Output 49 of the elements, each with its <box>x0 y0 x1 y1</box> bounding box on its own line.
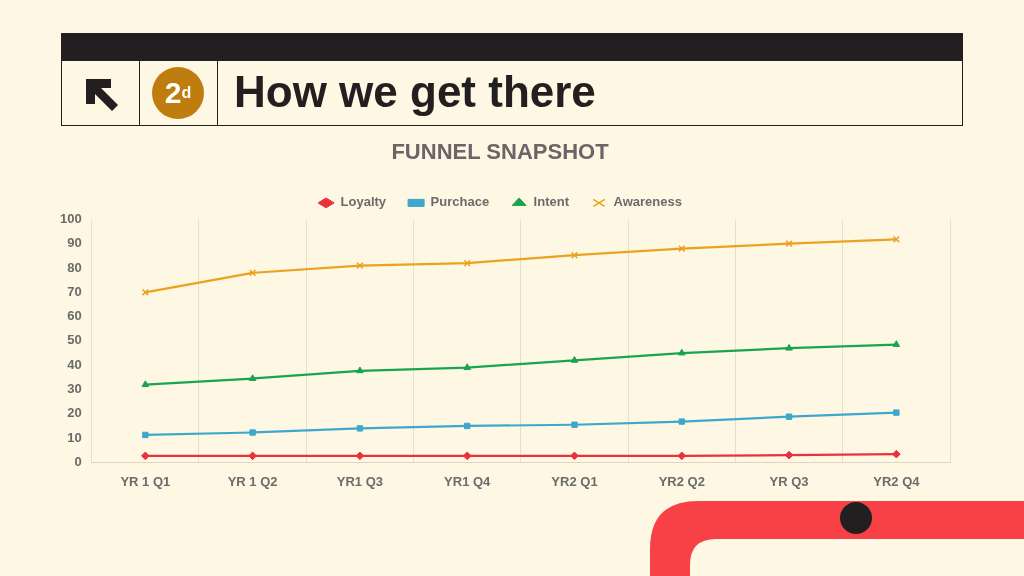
legend-label: Intent <box>533 194 570 210</box>
y-tick-label: 40 <box>67 356 82 372</box>
point <box>892 449 901 459</box>
y-tick-label: 50 <box>67 332 82 348</box>
point <box>356 425 364 432</box>
y-tick-label: 90 <box>67 235 82 251</box>
y-tick-label: 100 <box>59 210 82 226</box>
point <box>892 235 900 243</box>
point <box>141 288 149 296</box>
y-tick-label: 10 <box>67 429 82 445</box>
point <box>677 348 686 356</box>
text: How we get there <box>234 66 596 118</box>
x-tick-label: YR1 Q3 <box>336 473 384 489</box>
y-tick-label: 20 <box>67 405 82 421</box>
point <box>356 261 364 270</box>
point <box>785 343 793 351</box>
legend-label: Loyalty <box>340 194 387 210</box>
x-tick-label: YR 1 Q1 <box>120 473 171 489</box>
point <box>249 429 256 436</box>
y-tick-label: 70 <box>67 283 82 299</box>
point <box>570 451 579 461</box>
point <box>893 409 900 416</box>
y-tick-label: 80 <box>67 259 82 275</box>
point <box>785 413 793 420</box>
point <box>571 421 578 428</box>
legend-label: Purchace <box>430 194 490 210</box>
x-tick-label: YR2 Q4 <box>873 473 921 489</box>
point <box>141 451 150 461</box>
point <box>463 363 471 371</box>
point <box>248 374 257 381</box>
point <box>141 380 150 388</box>
x-tick-label: YR2 Q1 <box>551 473 598 489</box>
point <box>356 366 364 374</box>
point <box>678 418 685 425</box>
x-tick-label: YR 1 Q2 <box>227 473 278 489</box>
x-tick-label: YR2 Q2 <box>658 473 705 489</box>
chart-title: FUNNEL SNAPSHOT <box>391 139 610 165</box>
x-tick-label: YR1 Q4 <box>444 473 492 489</box>
y-tick-label: 30 <box>67 381 82 397</box>
legend-label: Awareness <box>613 194 682 210</box>
point <box>248 451 257 461</box>
y-tick-label: 60 <box>67 308 82 324</box>
point <box>142 431 149 439</box>
point <box>570 356 579 363</box>
y-tick-label: 0 <box>74 453 82 469</box>
point <box>464 422 471 430</box>
point <box>892 340 901 347</box>
x-tick-label: YR Q3 <box>769 473 809 489</box>
point <box>570 251 579 259</box>
